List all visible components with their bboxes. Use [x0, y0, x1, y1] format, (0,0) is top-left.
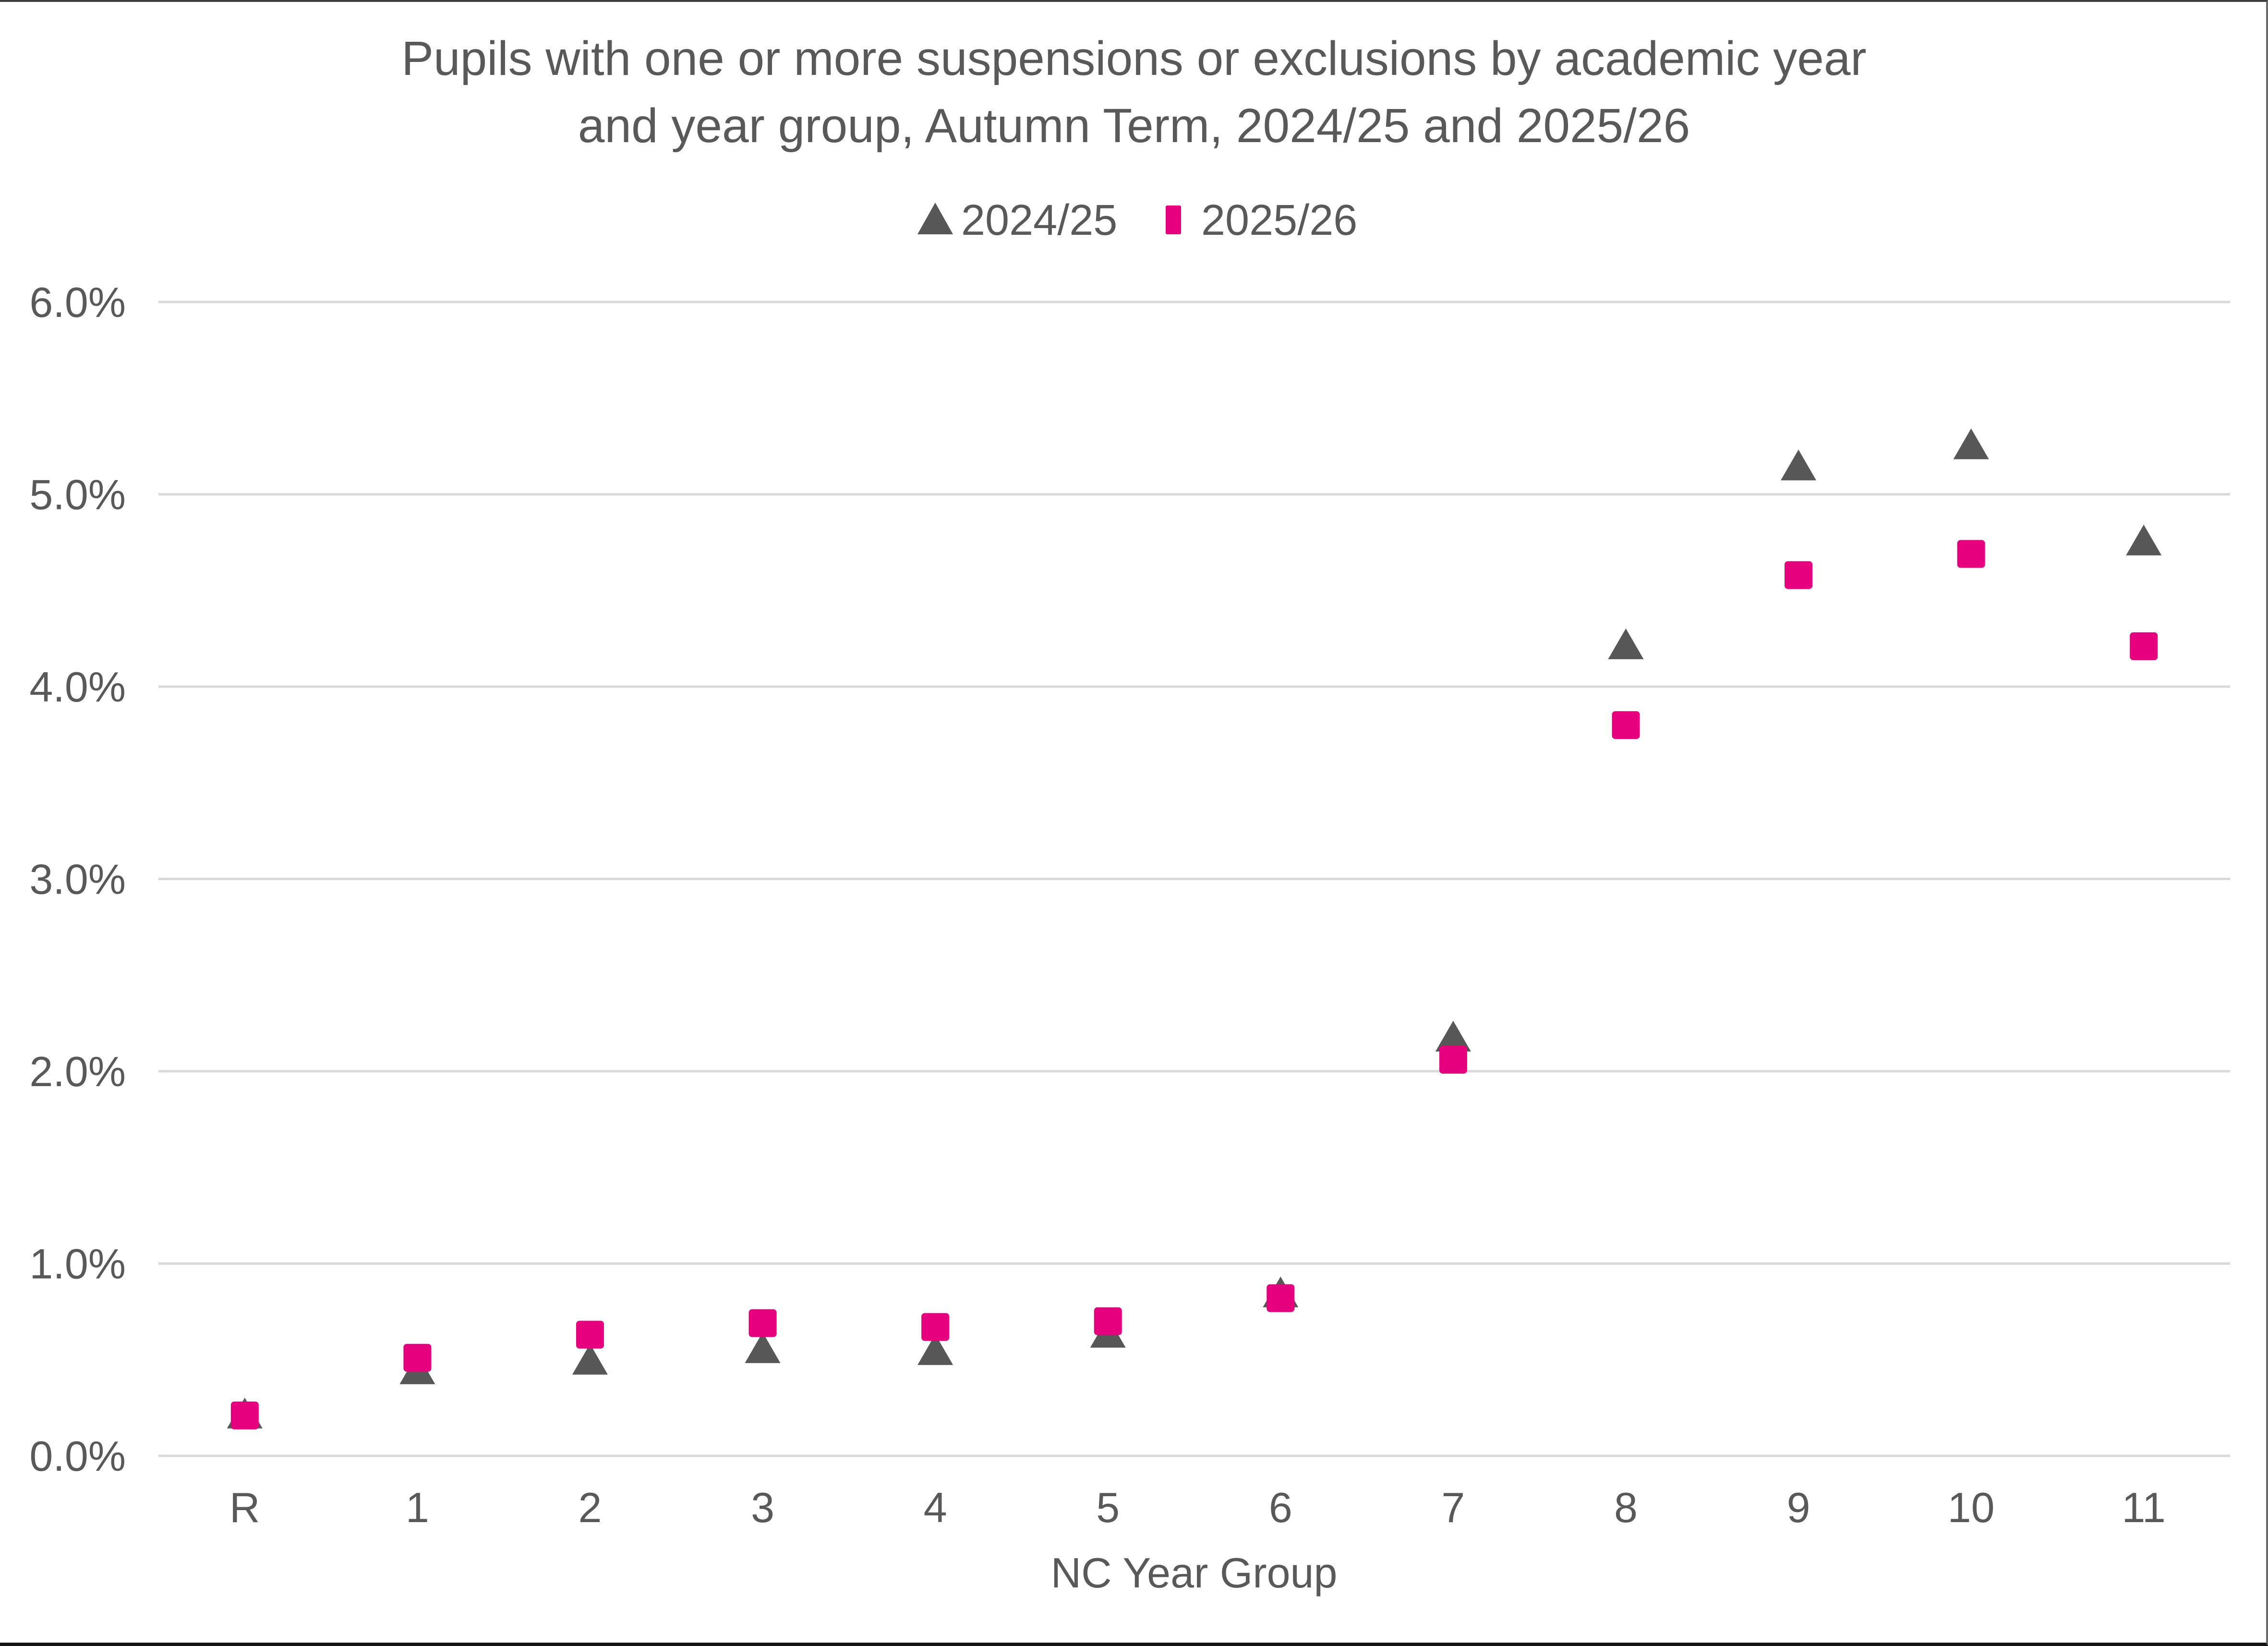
data-markers: [227, 428, 2162, 1429]
marker-2024/25-year-8: [1608, 628, 1644, 659]
marker-2024/25-year-7: [1435, 1020, 1471, 1052]
x-tick-9: 9: [1787, 1484, 1810, 1531]
y-tick-4.0%: 4.0%: [29, 663, 126, 711]
marker-2025/26-year-R: [230, 1401, 259, 1429]
legend-label-2025-26: 2025/26: [1201, 196, 1357, 244]
x-tick-3: 3: [751, 1484, 774, 1531]
marker-2025/26-year-8: [1612, 711, 1640, 739]
marker-2024/25-year-2: [572, 1343, 608, 1375]
x-tick-1: 1: [406, 1484, 429, 1531]
marker-2025/26-year-5: [1094, 1307, 1122, 1335]
x-tick-8: 8: [1614, 1484, 1638, 1531]
legend-label-2024-25: 2024/25: [961, 196, 1117, 244]
marker-2025/26-year-9: [1785, 561, 1813, 589]
marker-2024/25-year-3: [745, 1332, 781, 1363]
y-tick-1.0%: 1.0%: [29, 1240, 126, 1288]
marker-2024/25-year-10: [1953, 428, 1989, 460]
x-tick-11: 11: [2122, 1484, 2166, 1531]
marker-2025/26-year-11: [2130, 632, 2158, 660]
marker-2025/26-year-7: [1439, 1045, 1467, 1074]
chart-title-line2: and year group, Autumn Term, 2024/25 and…: [578, 99, 1690, 153]
chart-title-line1: Pupils with one or more suspensions or e…: [401, 32, 1866, 85]
x-tick-6: 6: [1269, 1484, 1292, 1531]
y-tick-0.0%: 0.0%: [29, 1432, 126, 1480]
x-tick-R: R: [229, 1484, 260, 1531]
legend: 2024/25 2025/26: [917, 196, 1357, 244]
gridlines: [158, 301, 2230, 1457]
x-tick-5: 5: [1096, 1484, 1120, 1531]
x-axis-tick-labels: R 1 2 3 4 5 6 7 8 9 10 11: [229, 1484, 2166, 1531]
y-tick-3.0%: 3.0%: [29, 856, 126, 903]
marker-2024/25-year-11: [2126, 524, 2162, 556]
marker-2025/26-year-6: [1267, 1284, 1295, 1312]
marker-2024/25-year-4: [917, 1334, 953, 1365]
marker-2024/25-year-9: [1781, 449, 1817, 481]
x-tick-4: 4: [924, 1484, 947, 1531]
marker-2025/26-year-2: [576, 1320, 604, 1349]
x-tick-2: 2: [578, 1484, 602, 1531]
y-tick-6.0%: 6.0%: [29, 278, 126, 326]
y-axis-tick-labels: 0.0% 1.0% 2.0% 3.0% 4.0% 5.0% 6.0%: [29, 278, 126, 1480]
marker-2025/26-year-4: [921, 1313, 950, 1341]
marker-2025/26-year-1: [403, 1343, 432, 1372]
legend-triangle-icon: [917, 203, 953, 234]
marker-2025/26-year-10: [1957, 540, 1985, 568]
legend-square-icon: [1166, 206, 1181, 234]
x-axis-title: NC Year Group: [1051, 1549, 1338, 1597]
marker-2025/26-year-3: [748, 1309, 777, 1337]
y-tick-2.0%: 2.0%: [29, 1048, 126, 1095]
x-tick-10: 10: [1948, 1484, 1995, 1531]
x-tick-7: 7: [1441, 1484, 1465, 1531]
y-tick-5.0%: 5.0%: [29, 471, 126, 519]
